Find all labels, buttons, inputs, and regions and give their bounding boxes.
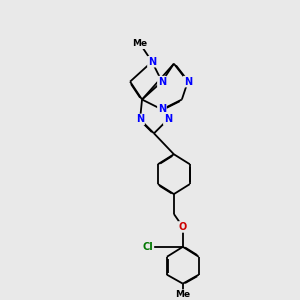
- Text: Cl: Cl: [142, 242, 153, 252]
- Text: Me: Me: [133, 39, 148, 48]
- Text: N: N: [136, 114, 144, 124]
- Text: O: O: [179, 222, 187, 232]
- Text: N: N: [184, 76, 192, 87]
- Text: N: N: [158, 76, 166, 87]
- Text: Me: Me: [175, 290, 190, 299]
- Text: N: N: [148, 57, 156, 67]
- Text: N: N: [158, 104, 166, 115]
- Text: N: N: [164, 114, 172, 124]
